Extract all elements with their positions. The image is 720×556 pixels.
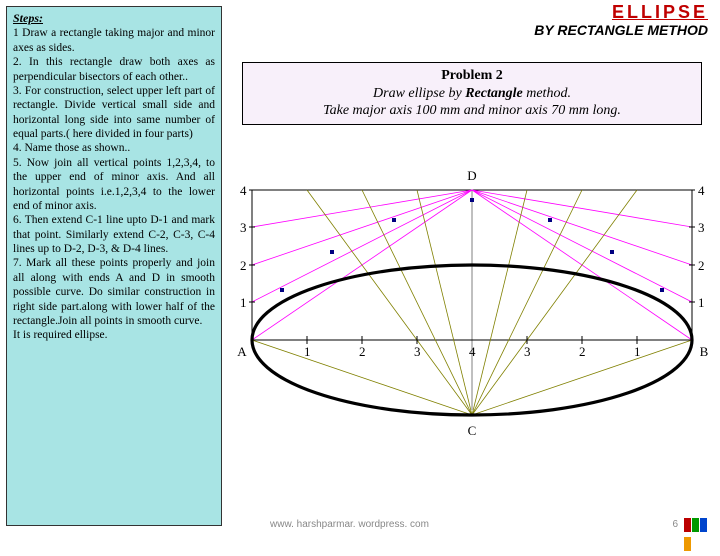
page-number: 6: [672, 519, 678, 530]
step-6: 6. Then extend C-1 line upto D-1 and mar…: [13, 214, 215, 255]
left-tick-4: 4: [240, 183, 247, 198]
problem-box: Problem 2 Draw ellipse by Rectangle meth…: [242, 62, 702, 125]
step-5: 5. Now join all vertical points 1,2,3,4,…: [13, 157, 215, 212]
br-3: 3: [524, 344, 531, 359]
problem-line1b: Rectangle: [465, 86, 523, 101]
step-end: It is required ellipse.: [13, 329, 108, 341]
left-tick-1: 1: [240, 295, 247, 310]
bc-4: 4: [469, 344, 476, 359]
right-tick-2: 2: [698, 258, 705, 273]
right-tick-3: 3: [698, 220, 705, 235]
footer-url: www. harshparmar. wordpress. com: [270, 519, 429, 530]
bl-2: 2: [359, 344, 366, 359]
main-title: ELLIPSE: [612, 2, 708, 23]
step-2: 2. In this rectangle draw both axes as p…: [13, 56, 215, 82]
right-tick-4: 4: [698, 183, 705, 198]
problem-title: Problem 2: [441, 68, 503, 83]
logo-icon: [684, 518, 714, 534]
step-7: 7. Mark all these points properly and jo…: [13, 257, 215, 327]
problem-line2: Take major axis 100 mm and minor axis 70…: [249, 102, 695, 120]
step-4: 4. Name those as shown..: [13, 142, 130, 154]
br-1: 1: [634, 344, 641, 359]
right-tick-1: 1: [698, 295, 705, 310]
label-a: A: [237, 344, 247, 359]
problem-line1c: method.: [523, 86, 571, 101]
label-b: B: [700, 344, 709, 359]
bl-3: 3: [414, 344, 421, 359]
left-tick-2: 2: [240, 258, 247, 273]
bl-1: 1: [304, 344, 311, 359]
steps-panel: Steps: 1 Draw a rectangle taking major a…: [6, 6, 222, 526]
ellipse-diagram: D C A B 4 3 2 1 4 3 2 1 1 2 3 4 3 2 1: [232, 150, 712, 450]
problem-line1a: Draw ellipse by: [373, 86, 465, 101]
step-1: 1 Draw a rectangle taking major and mino…: [13, 27, 215, 53]
step-3: 3. For construction, select upper left p…: [13, 85, 215, 140]
label-c: C: [468, 423, 477, 438]
subtitle: BY RECTANGLE METHOD: [534, 22, 708, 38]
left-tick-3: 3: [240, 220, 247, 235]
steps-title: Steps:: [13, 11, 43, 25]
label-d: D: [467, 168, 476, 183]
br-2: 2: [579, 344, 586, 359]
